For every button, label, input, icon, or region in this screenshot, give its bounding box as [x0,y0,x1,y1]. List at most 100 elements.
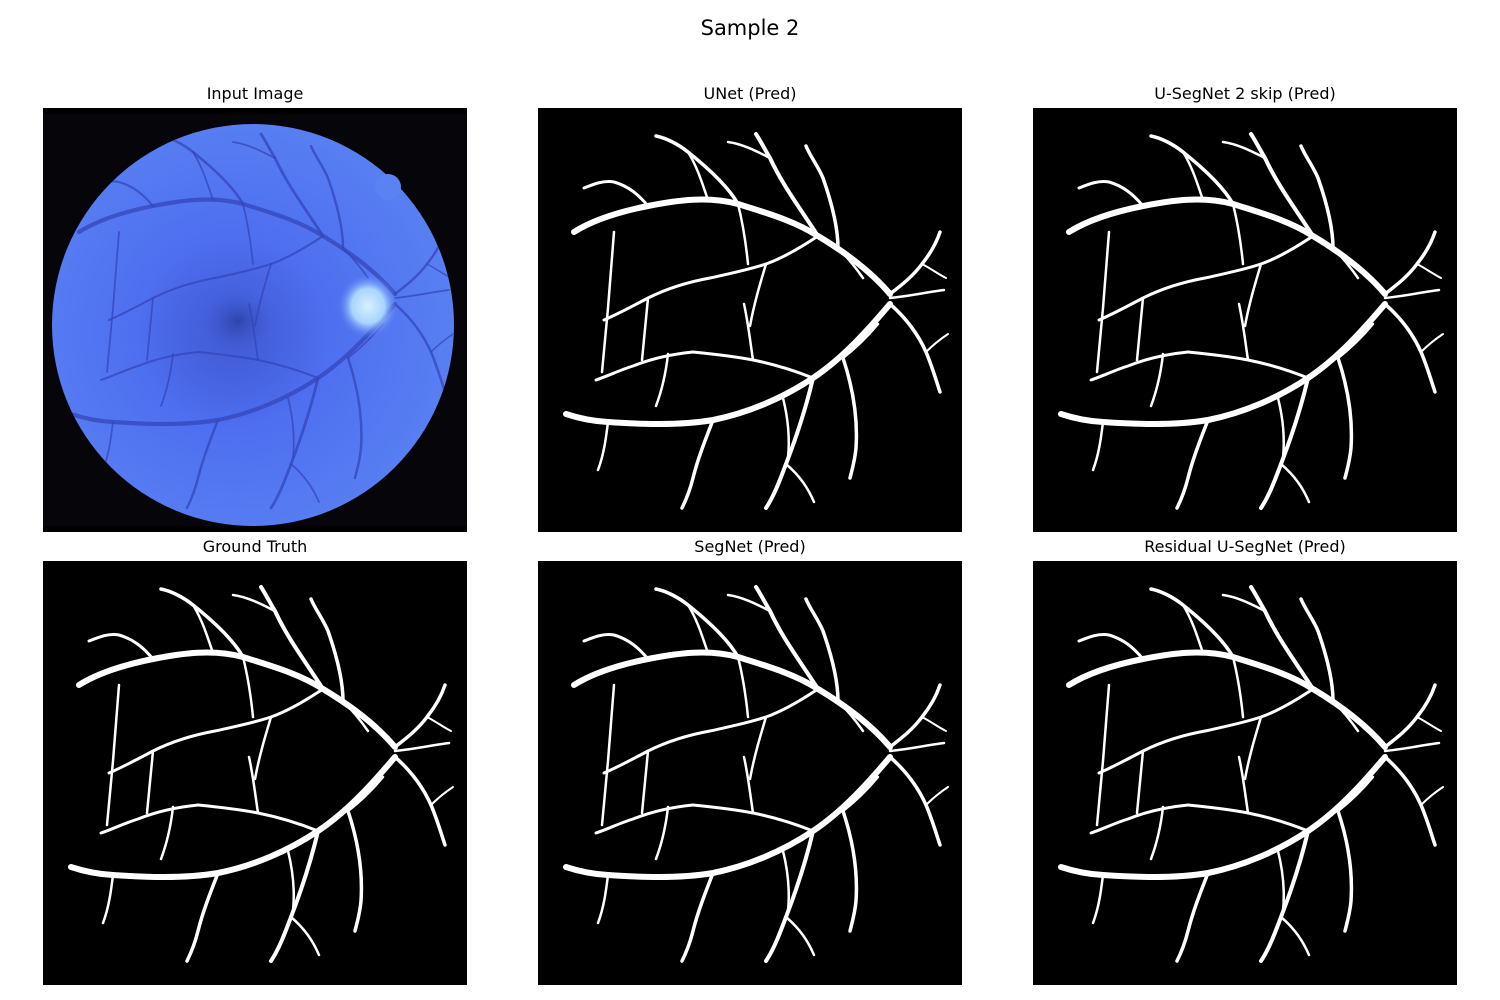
vessel-segment [686,150,710,202]
optic-disc [338,274,398,338]
figure-title: Sample 2 [700,16,800,40]
vessel-segment [1383,288,1441,300]
vessel-segment [68,754,398,880]
vessel-segment [253,715,273,781]
fundus-vessels [68,132,454,510]
vessel-segment [1077,180,1145,208]
vessel-segment [146,297,154,361]
vessel-segment [393,683,447,749]
vessel-segment [1336,322,1375,360]
vessel-segment [107,729,217,775]
vessel-segment [594,803,695,835]
vessel-segment [602,729,712,775]
vessel-segment [1331,699,1360,733]
vessel-segment [742,755,755,815]
vessel-segment [101,873,115,925]
vessel-segment [1237,302,1250,362]
vessel-segment [1276,849,1286,913]
vessel-segment [748,715,768,781]
vessel-segment [925,333,949,353]
vessel-segment [1091,873,1105,925]
vessel-segment [1149,805,1165,861]
vessel-segment [1416,263,1442,279]
vessel-segment [394,289,450,299]
vessel-segment [1091,420,1105,472]
vessel-segment [231,593,277,613]
vessel-segment [309,597,345,703]
vessel-segment [1276,396,1286,460]
vessel-segment [185,871,220,963]
vessel-segment [1095,683,1111,827]
vessel-segment [600,683,616,827]
vessel-segment [430,333,454,353]
vessel-segment [1237,755,1250,815]
vessel-segment [1279,462,1311,504]
vessel-segment [1383,302,1437,394]
vessel-segment [888,302,942,394]
vessel-segment [1383,755,1437,847]
vessel-segment [1231,202,1245,266]
vessel-segment [804,144,840,250]
unet-prediction-mask [538,108,962,532]
vessel-segment [1221,593,1267,613]
unet-vessel-tree [563,132,949,510]
vessel-segment [804,597,840,703]
vessel-segment [99,350,200,382]
vessel-segment [426,716,452,732]
vessel-segment [888,288,946,300]
ground-truth-mask [43,561,467,985]
vessel-segment [68,301,398,427]
vessel-segment [393,755,447,847]
vessel-segment [742,302,755,362]
vessel-segment [1095,230,1111,374]
vessel-segment [232,141,276,159]
vessel-segment [640,296,650,362]
vessel-segment [242,203,254,265]
vessel-segment [925,786,949,806]
vessel-segment [781,849,791,913]
vessel-segment [596,420,610,472]
vessel-segment [1089,350,1190,382]
vessel-segment [1135,749,1145,815]
vessel-segment [1231,655,1245,719]
vessel-segment [346,775,385,813]
vessel-segment [254,263,272,327]
vessel-segment [159,805,175,861]
vessel-segment [1299,144,1335,250]
segnet-prediction-mask [538,561,962,985]
vessel-segment [836,699,865,733]
vessel-segment [726,140,772,160]
vessel-segment [1243,262,1263,328]
vessel-segment [99,803,200,835]
vessel-segment [784,462,816,504]
vessel-segment [784,915,816,957]
vessel-segment [1420,333,1444,353]
vessel-segment [106,231,120,373]
vessel-segment [248,303,259,361]
input-fundus-image [43,108,467,532]
vessel-segment [341,699,370,733]
vessel-segment [1175,871,1210,963]
vessel-segment [841,775,880,813]
vessel-segment [1299,597,1335,703]
vessel-segment [192,151,214,201]
usegnet-2-skip-prediction-mask [1033,108,1457,532]
residual-usegnet-vessel-tree [1058,585,1444,963]
vessel-segment [1181,150,1205,202]
vessel-segment [346,809,364,933]
vessel-segment [640,749,650,815]
vessel-segment [1420,786,1444,806]
vessel-segment [726,593,772,613]
vessel-segment [290,463,320,503]
vessel-segment [87,633,155,661]
vessel-segment [654,805,670,861]
vessel-segment [781,396,791,460]
vessel-segment [680,418,715,510]
vessel-segment [247,755,260,815]
usegnet-2-skip-vessel-tree [1058,132,1444,510]
vessel-segment [571,649,893,750]
vessel-segment [563,754,893,880]
vessel-segment [736,202,750,266]
panel-title-ground-truth: Ground Truth [202,537,308,556]
vessel-segment [600,230,616,374]
